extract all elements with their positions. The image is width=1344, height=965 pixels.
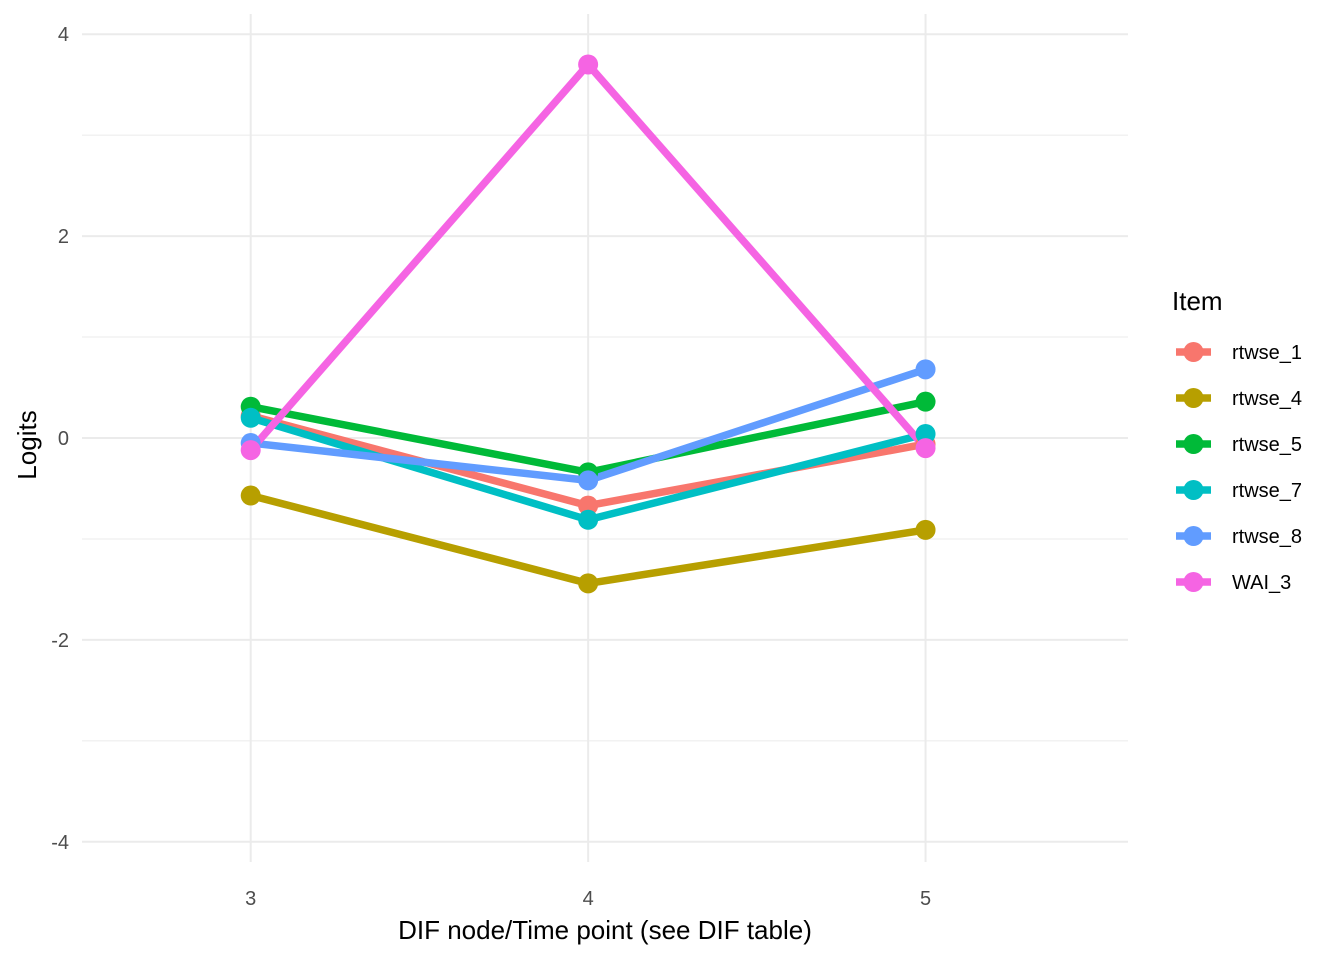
x-axis-tick-labels: 3 4 5 [245, 888, 931, 910]
data-point-wai-3 [578, 54, 599, 75]
y-tick-label: -4 [51, 832, 69, 854]
legend: Item rtwse_1 rtwse_4 rtwse_5 rtwse_7 rtwse_8… [1172, 286, 1302, 594]
minor-gridlines [82, 134, 1128, 742]
series-points [240, 54, 936, 594]
y-axis-title: Logits [12, 410, 42, 479]
data-point-rtwse-4 [578, 573, 599, 594]
y-tick-label: 2 [58, 226, 69, 248]
legend-label: rtwse_8 [1232, 526, 1302, 548]
legend-label: rtwse_4 [1232, 388, 1302, 410]
legend-label: rtwse_1 [1232, 342, 1302, 364]
legend-label: rtwse_7 [1232, 480, 1302, 502]
legend-title: Item [1172, 286, 1223, 316]
legend-label: rtwse_5 [1232, 434, 1302, 456]
data-point-rtwse-7 [240, 407, 261, 428]
legend-key-point [1183, 572, 1204, 592]
legend-key-point [1183, 480, 1204, 500]
data-point-rtwse-8 [915, 359, 936, 380]
data-point-rtwse-4 [915, 519, 936, 540]
data-point-rtwse-4 [240, 485, 261, 506]
legend-key-point [1183, 526, 1204, 546]
data-point-rtwse-8 [578, 470, 599, 491]
major-gridlines [82, 14, 1128, 862]
legend-key-point [1183, 342, 1204, 362]
y-axis-tick-labels: -4 -2 0 2 4 [51, 24, 69, 854]
legend-key-point [1183, 434, 1204, 454]
data-point-wai-3 [915, 438, 936, 459]
x-axis-title: DIF node/Time point (see DIF table) [398, 915, 812, 945]
legend-key-point [1183, 388, 1204, 408]
data-point-wai-3 [240, 440, 261, 461]
legend-items: rtwse_1 rtwse_4 rtwse_5 rtwse_7 rtwse_8 WAI_3 [1176, 342, 1302, 594]
data-point-rtwse-7 [915, 423, 936, 444]
data-point-rtwse-1 [578, 495, 599, 516]
y-tick-label: 0 [58, 428, 69, 450]
y-tick-label: 4 [58, 24, 69, 46]
legend-label: WAI_3 [1232, 572, 1291, 594]
x-tick-label: 4 [583, 888, 594, 910]
x-tick-label: 5 [920, 888, 931, 910]
data-point-rtwse-5 [915, 391, 936, 412]
y-tick-label: -2 [51, 630, 69, 652]
x-tick-label: 3 [245, 888, 256, 910]
data-point-rtwse-7 [578, 509, 599, 530]
